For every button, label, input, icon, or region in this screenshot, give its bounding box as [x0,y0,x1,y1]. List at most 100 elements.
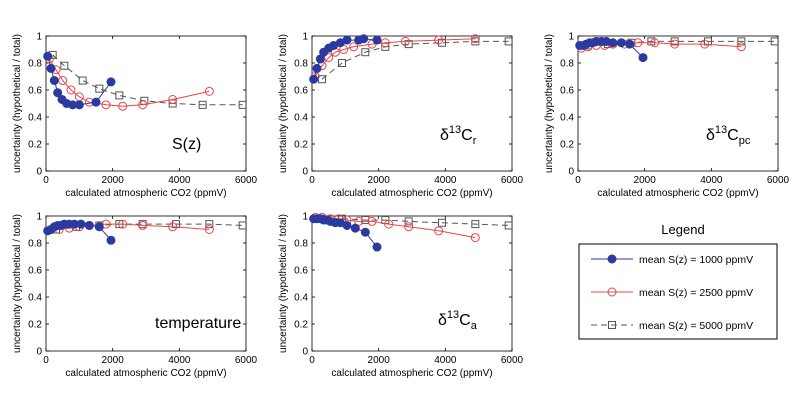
y-tick-label: 0.6 [560,86,574,97]
data-point-s5000 [238,100,247,109]
y-tick-label: 0.8 [28,59,42,70]
y-tick-label: 1 [568,32,574,43]
chart-panel: 0 2000 4000 6000 0 0.2 0.4 0.6 0.8 1 calculated at… [278,212,524,380]
data-point-s2500 [670,39,680,49]
y-axis-label: uncertainty (hypothetical / total) [278,34,289,173]
data-point-s5000 [404,217,413,226]
axes-frame [311,215,513,352]
data-point-s5000 [704,37,712,46]
data-point-s2500 [380,38,390,48]
y-axis-label: uncertainty (hypothetical / total) [12,34,23,173]
x-axis-label: calculated atmospheric CO2 (ppmV) [65,188,226,199]
data-point-s1000 [49,76,59,86]
data-point-s1000 [616,38,626,48]
data-point-s5000 [238,221,247,230]
y-tick-label: 0.6 [294,86,308,97]
data-point-s5000 [770,37,779,46]
data-point-s1000 [106,77,116,87]
data-point-s1000 [312,63,322,73]
data-point-s1000 [74,100,84,110]
y-tick-label: 0.8 [294,59,308,70]
y-tick-label: 0 [302,167,308,178]
data-point-s2500 [736,42,746,52]
y-tick-label: 0.4 [560,113,574,124]
data-point-s1000 [94,222,104,232]
data-point-s2500 [470,233,480,243]
x-tick-label: 2000 [102,175,125,186]
panel-label: δ13Cpc [706,124,751,147]
data-point-s1000 [625,39,635,49]
data-point-s5000 [438,218,446,227]
x-tick-label: 4000 [434,355,457,366]
data-point-s5000 [504,37,513,46]
panel-label: δ13Ca [438,309,478,332]
legend-label: mean S(z) = 2500 ppmV [639,287,753,299]
x-tick-label: 4000 [168,355,191,366]
data-point-s1000 [372,35,382,45]
data-point-s2500 [204,86,214,96]
y-tick-label: 0.4 [294,293,308,304]
y-tick-label: 1 [302,32,308,43]
data-point-s2500 [349,42,359,52]
data-point-s5000 [115,91,124,100]
y-tick-label: 0.2 [294,320,308,331]
y-tick-label: 0 [36,347,42,358]
data-point-s1000 [53,88,63,98]
panel-label: temperature [155,315,241,332]
data-point-s2500 [101,100,111,110]
data-point-s1000 [608,38,618,48]
y-tick-label: 0.2 [294,140,308,151]
x-tick-label: 0 [309,175,315,186]
data-point-s1000 [46,63,56,73]
y-tick-label: 0 [302,347,308,358]
x-axis-label: calculated atmospheric CO2 (ppmV) [331,188,492,199]
data-point-s5000 [504,221,513,230]
data-point-s5000 [361,48,370,57]
data-point-s5000 [381,42,390,51]
y-tick-label: 0.2 [560,140,574,151]
data-point-s2500 [400,36,410,46]
y-tick-label: 0.8 [294,239,308,250]
legend-label: mean S(z) = 1000 ppmV [639,254,753,266]
chart-panel: 0 2000 4000 6000 0 0.2 0.4 0.6 0.8 1 calculated at… [12,212,258,380]
x-tick-label: 2000 [634,175,657,186]
chart-panel: 0 2000 4000 6000 0 0.2 0.4 0.6 0.8 1 calculated at… [12,32,258,200]
series-line-s2500 [48,58,210,107]
x-tick-label: 2000 [102,355,125,366]
data-point-s5000 [60,61,69,70]
x-axis-label: calculated atmospheric CO2 (ppmV) [331,368,492,379]
x-tick-label: 4000 [700,175,723,186]
legend-marker-s2500 [607,287,617,297]
y-tick-label: 0.4 [294,113,308,124]
data-point-s2500 [66,85,76,95]
x-tick-label: 6000 [501,175,524,186]
series-line-s5000 [52,54,243,106]
data-point-s2500 [204,225,214,234]
y-tick-label: 0.8 [28,239,42,250]
data-point-s1000 [342,220,352,230]
x-tick-label: 0 [309,355,315,366]
y-tick-label: 0.6 [294,266,308,277]
y-tick-label: 0 [568,167,574,178]
axes-frame [577,35,779,172]
y-axis-label: uncertainty (hypothetical / total) [278,214,289,353]
data-point-s2500 [168,222,178,232]
x-tick-label: 6000 [235,175,258,186]
data-point-s1000 [372,242,382,252]
y-tick-label: 1 [36,32,42,43]
y-tick-label: 0.4 [28,113,42,124]
data-point-s2500 [324,53,334,63]
legend-label: mean S(z) = 5000 ppmV [639,320,753,332]
data-point-s2500 [404,222,414,232]
x-tick-label: 2000 [368,175,391,186]
data-point-s1000 [350,223,360,233]
data-point-s2500 [367,216,377,226]
x-tick-label: 0 [575,175,581,186]
x-tick-label: 0 [43,355,49,366]
data-point-s5000 [737,37,746,46]
y-tick-label: 1 [36,212,42,223]
x-tick-label: 6000 [767,175,790,186]
x-tick-label: 0 [43,175,49,186]
data-point-s5000 [95,84,104,93]
axes-frame [45,215,247,352]
